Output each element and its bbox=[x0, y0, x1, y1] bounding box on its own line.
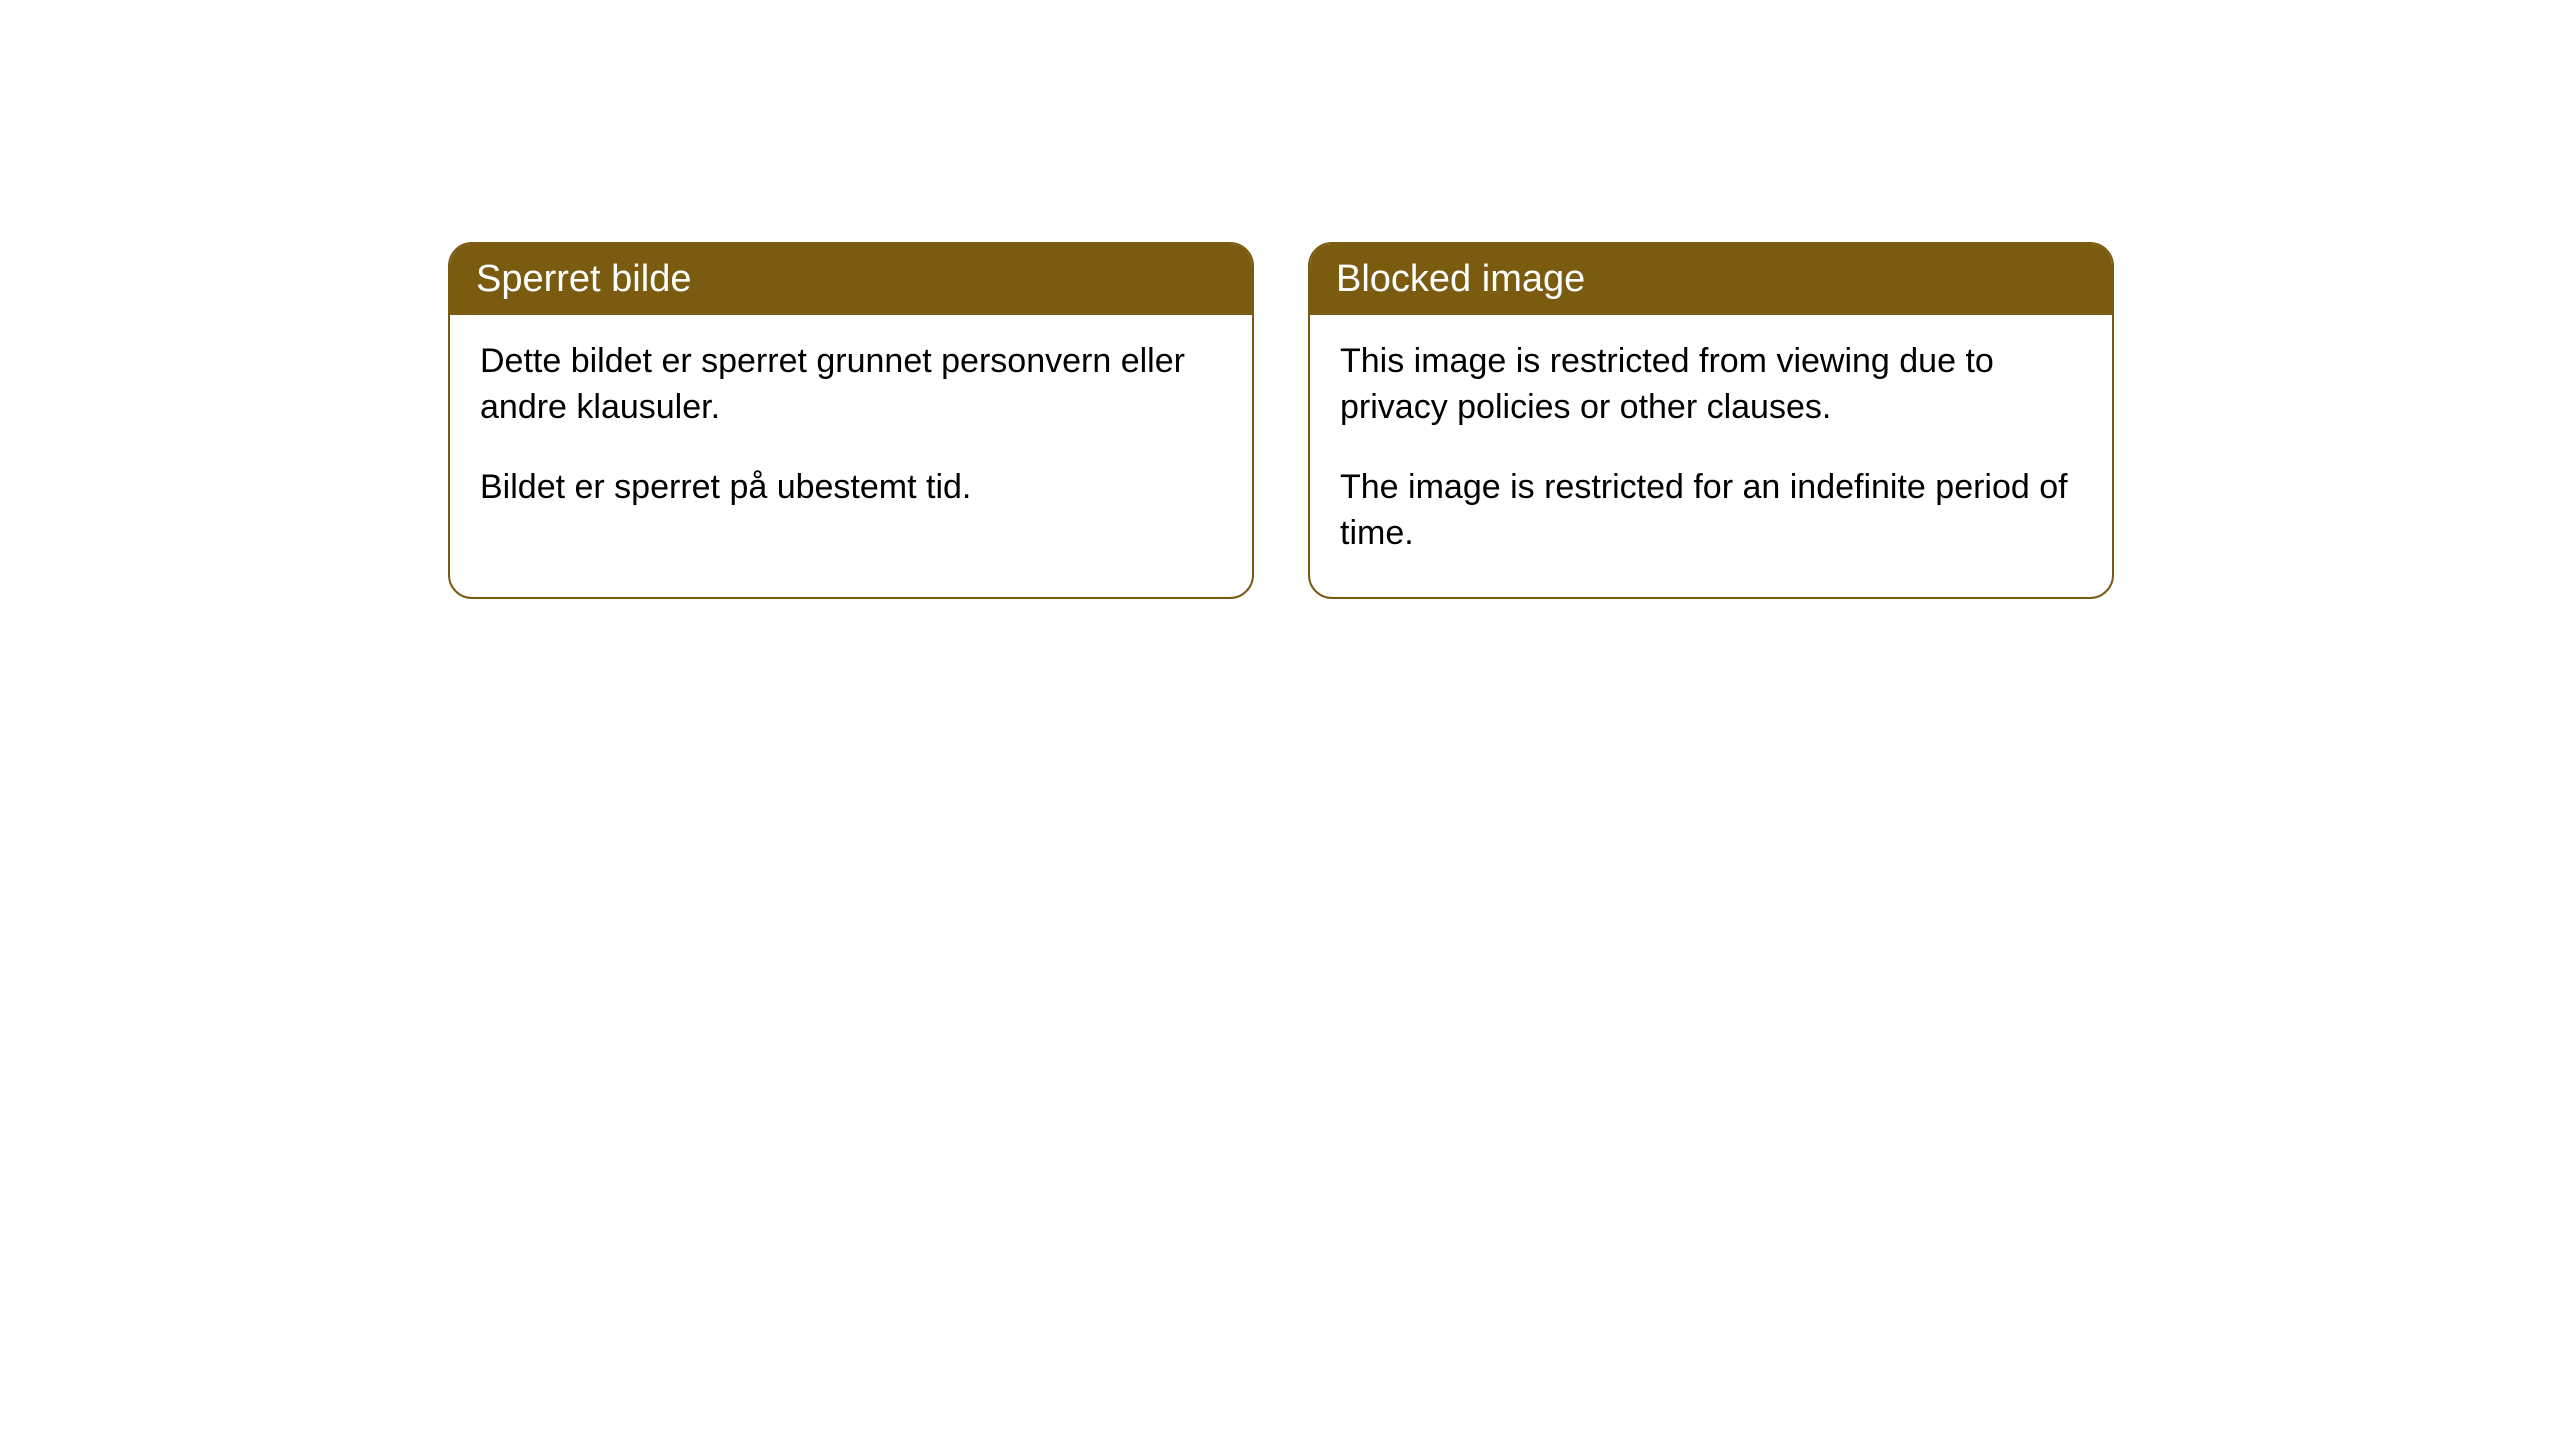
card-paragraph: The image is restricted for an indefinit… bbox=[1340, 465, 2082, 557]
card-paragraph: Bildet er sperret på ubestemt tid. bbox=[480, 465, 1222, 511]
blocked-image-card-en: Blocked image This image is restricted f… bbox=[1308, 242, 2114, 599]
card-paragraph: This image is restricted from viewing du… bbox=[1340, 339, 2082, 431]
card-title: Blocked image bbox=[1310, 244, 2112, 315]
card-paragraph: Dette bildet er sperret grunnet personve… bbox=[480, 339, 1222, 431]
cards-container: Sperret bilde Dette bildet er sperret gr… bbox=[448, 242, 2114, 599]
card-body: This image is restricted from viewing du… bbox=[1310, 315, 2112, 597]
card-body: Dette bildet er sperret grunnet personve… bbox=[450, 315, 1252, 551]
blocked-image-card-no: Sperret bilde Dette bildet er sperret gr… bbox=[448, 242, 1254, 599]
card-title: Sperret bilde bbox=[450, 244, 1252, 315]
